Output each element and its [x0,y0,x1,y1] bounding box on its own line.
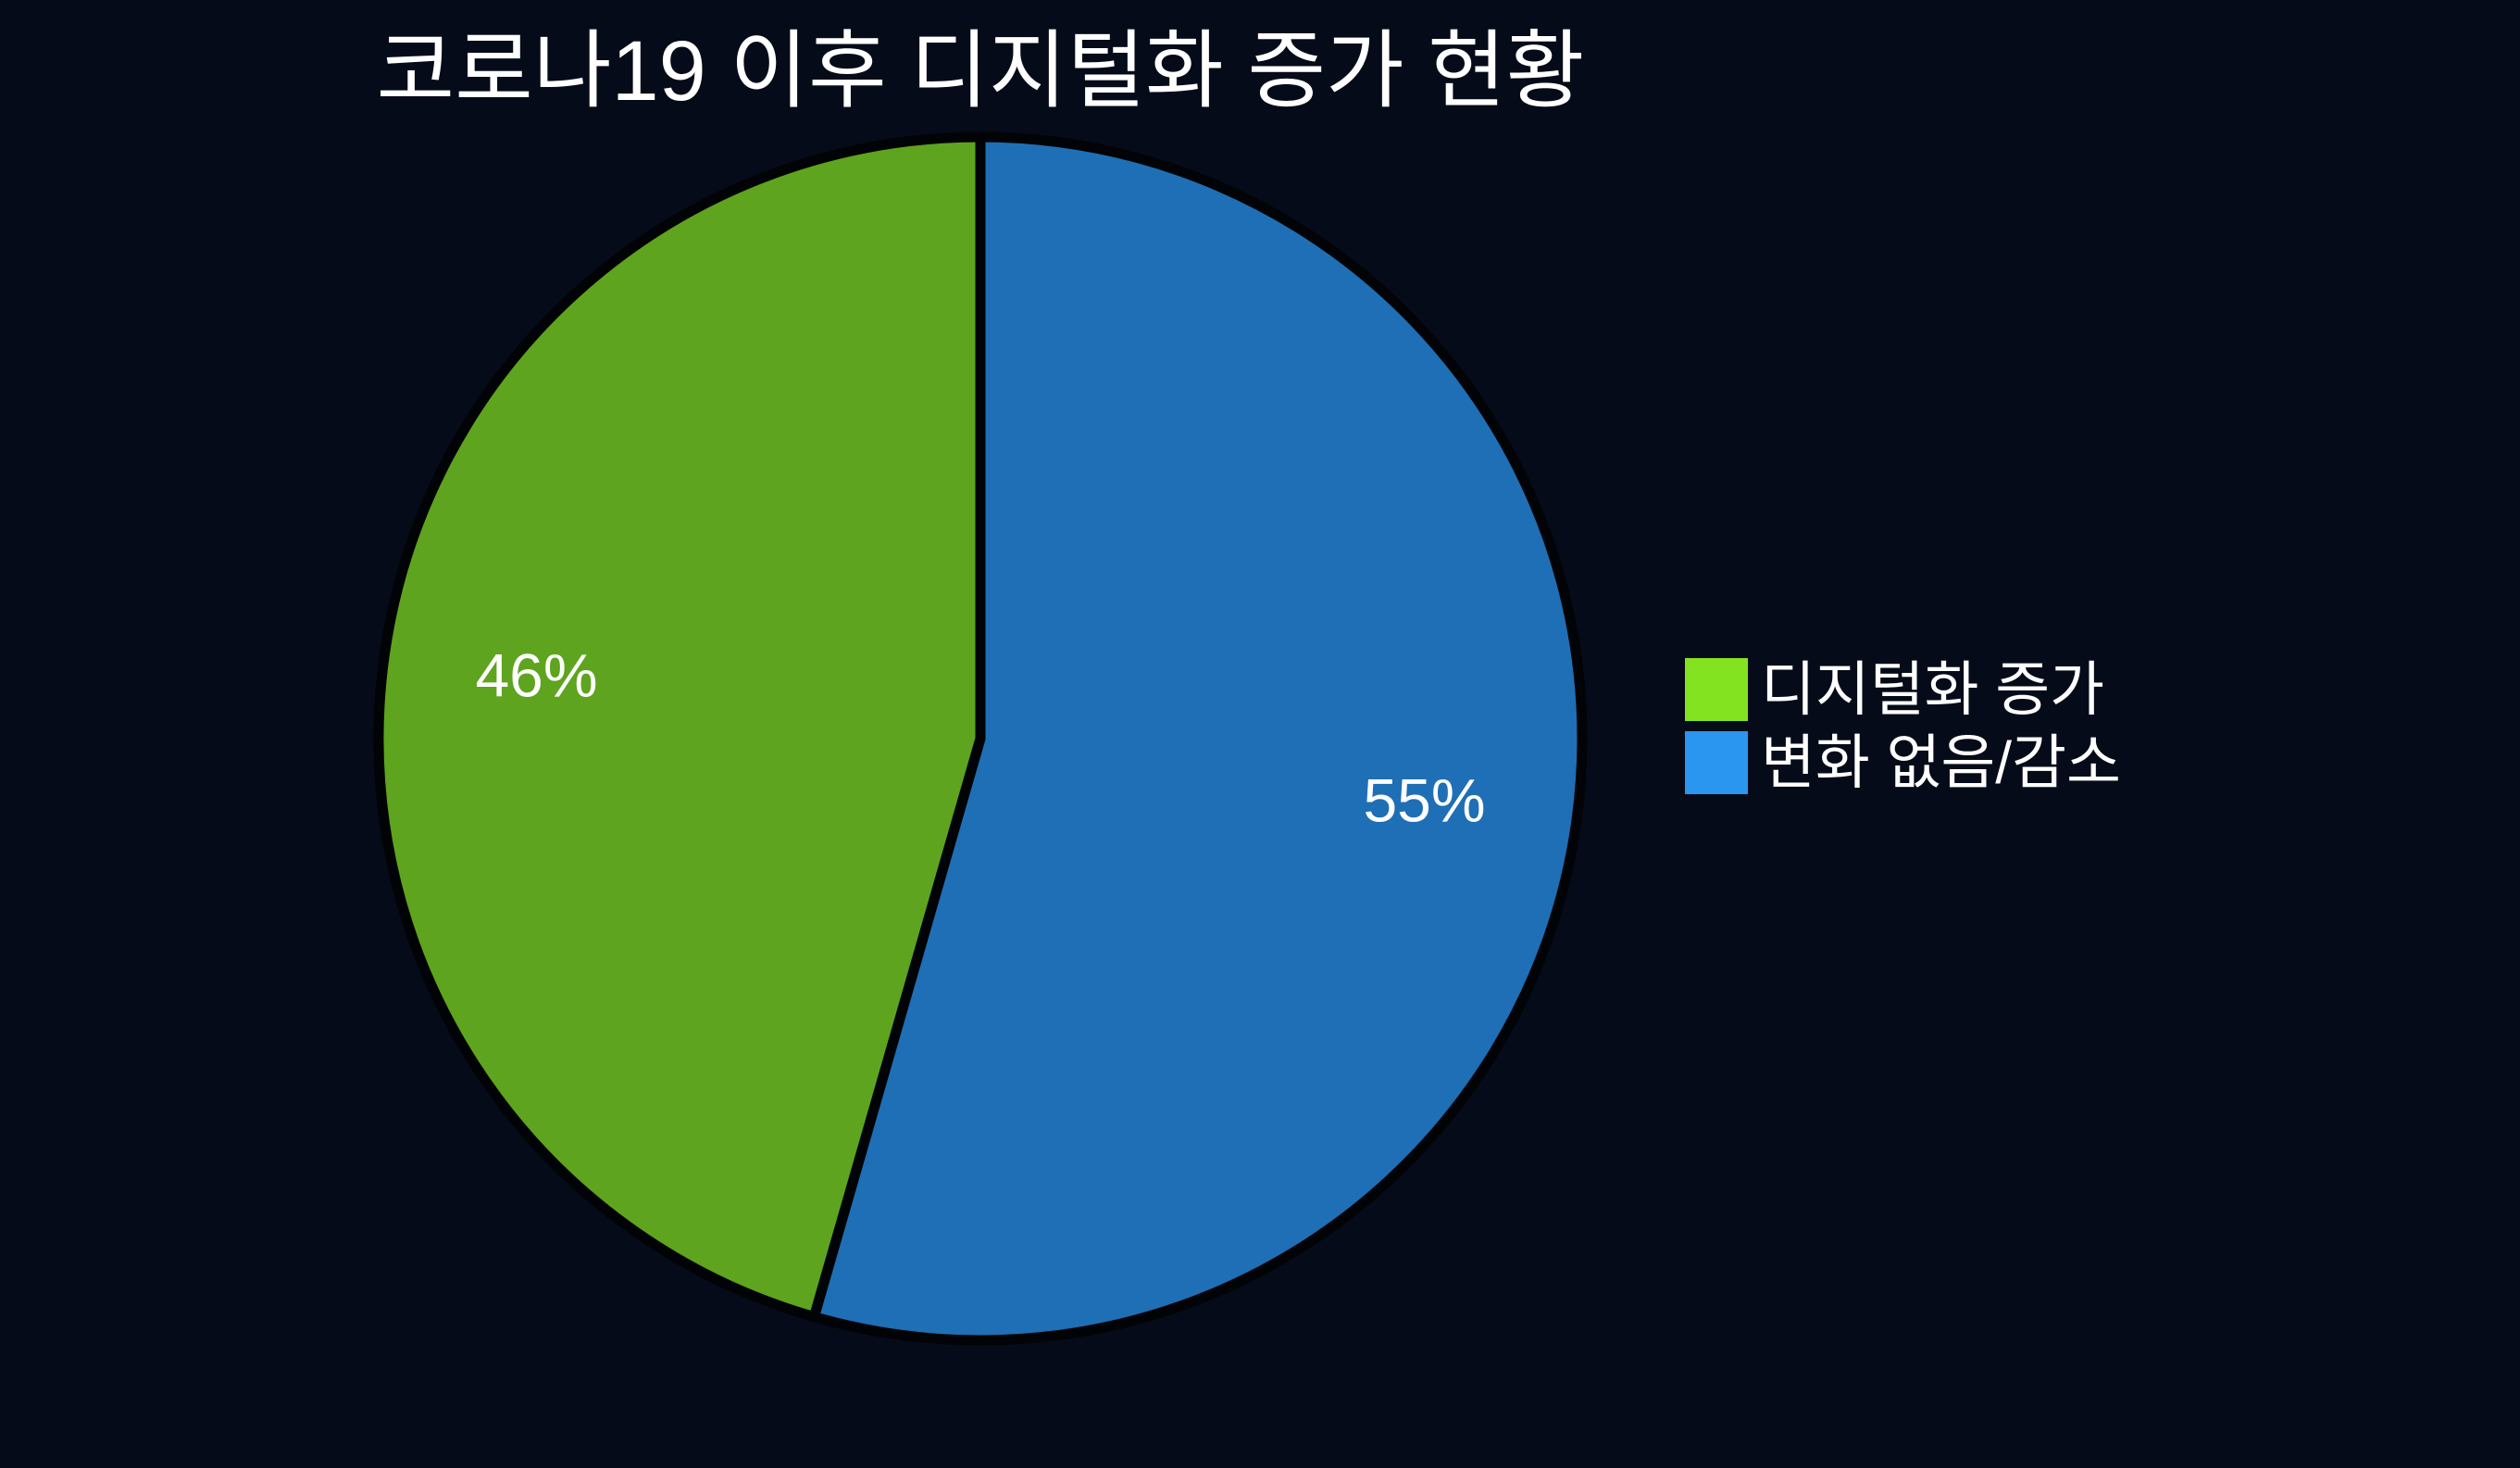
legend: 디지털화 증가 변화 없음/감소 [1685,658,2121,794]
legend-item-no-change-decrease: 변화 없음/감소 [1685,731,2121,794]
legend-label-no-change-decrease: 변화 없음/감소 [1761,729,2121,796]
pie-slice-value-label-green: 46% [475,641,597,709]
legend-swatch-green [1685,658,1748,721]
legend-swatch-blue [1685,731,1748,794]
pie-slice-digitalization-increase [373,131,986,1323]
legend-label-digitalization-increase: 디지털화 증가 [1761,656,2105,723]
pie-slice-no-change-decrease [808,131,1588,1346]
pie-slice-value-label-blue: 55% [1363,766,1485,835]
chart-title: 코로나19 이후 디지털화 증가 현황 [376,24,1585,118]
legend-item-digitalization-increase: 디지털화 증가 [1685,658,2121,721]
